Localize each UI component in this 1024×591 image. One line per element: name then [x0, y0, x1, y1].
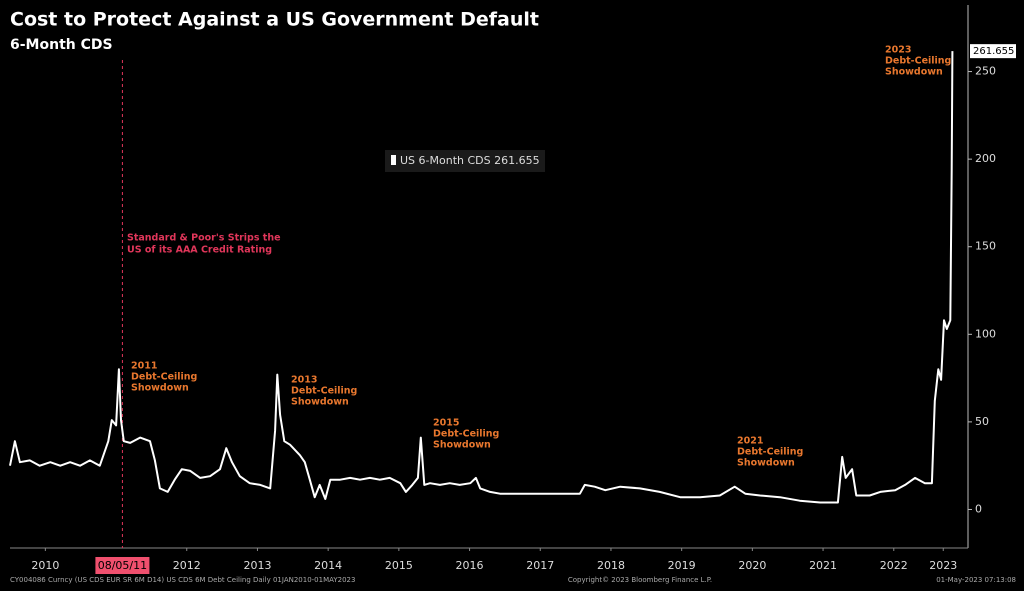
y-tick-label: 100 — [975, 327, 996, 340]
footer-center: Copyright© 2023 Bloomberg Finance L.P. — [568, 576, 712, 584]
chart-title: Cost to Protect Against a US Government … — [10, 9, 539, 31]
annotation: Showdown — [885, 67, 943, 78]
annotation: 2021 — [737, 436, 763, 447]
annotation: Showdown — [433, 440, 491, 451]
annotation: 2015 — [433, 418, 459, 429]
series-line — [9, 51, 954, 504]
x-tick-label: 2023 — [929, 559, 957, 572]
x-tick-label: 2019 — [668, 559, 696, 572]
last-value-label: 261.655 — [973, 46, 1014, 57]
event-label-bg — [95, 557, 150, 574]
legend-swatch — [391, 155, 396, 165]
annotation: Debt-Ceiling — [433, 429, 499, 440]
footer-right: 01-May-2023 07:13:08 — [936, 576, 1016, 584]
x-tick-label: 2014 — [314, 559, 342, 572]
annotation: 2013 — [291, 375, 317, 386]
y-tick-label: 250 — [975, 65, 996, 78]
last-value-bg — [970, 44, 1016, 59]
x-tick-label: 2010 — [31, 559, 59, 572]
annotation: Showdown — [737, 458, 795, 469]
x-tick-label: 2016 — [456, 559, 484, 572]
annotation: Debt-Ceiling — [737, 447, 803, 458]
x-tick-label: 2021 — [809, 559, 837, 572]
event-label: 08/05/11 — [98, 559, 147, 572]
x-tick-label: 2017 — [526, 559, 554, 572]
chart-subtitle: 6-Month CDS — [10, 37, 113, 53]
legend-label: US 6-Month CDS 261.655 — [400, 154, 540, 167]
annotation: Debt-Ceiling — [291, 386, 357, 397]
annotation: Showdown — [291, 397, 349, 408]
annotation: 2023 — [885, 45, 911, 56]
footer-left: CY004086 Curncy (US CDS EUR SR 6M D14) U… — [10, 576, 355, 584]
x-tick-label: 2020 — [738, 559, 766, 572]
x-tick-label: 2015 — [385, 559, 413, 572]
y-tick-label: 50 — [975, 415, 989, 428]
legend-value: 261.655 — [494, 154, 540, 167]
annotation: Showdown — [131, 383, 189, 394]
x-tick-label: 2018 — [597, 559, 625, 572]
x-tick-label: 2022 — [880, 559, 908, 572]
event-text: Standard & Poor's Strips the — [127, 233, 281, 244]
annotation: Debt-Ceiling — [131, 372, 197, 383]
annotation: 2011 — [131, 361, 157, 372]
legend-name: US 6-Month CDS — [400, 154, 491, 167]
annotation: Debt-Ceiling — [885, 56, 951, 67]
y-tick-label: 150 — [975, 240, 996, 253]
legend-box — [385, 150, 545, 172]
x-tick-label: 2012 — [173, 559, 201, 572]
y-tick-label: 0 — [975, 502, 982, 515]
y-tick-label: 200 — [975, 152, 996, 165]
event-text: US of its AAA Credit Rating — [127, 245, 272, 256]
x-tick-label: 2013 — [243, 559, 271, 572]
